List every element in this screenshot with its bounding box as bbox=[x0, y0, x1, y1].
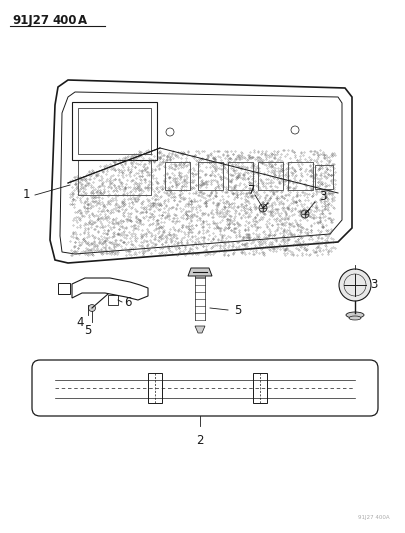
Bar bbox=[164, 162, 190, 190]
Text: A: A bbox=[78, 14, 87, 27]
Circle shape bbox=[338, 269, 370, 301]
Bar bbox=[148, 373, 162, 403]
Bar bbox=[228, 162, 252, 190]
Text: 3: 3 bbox=[318, 190, 326, 204]
Text: 6: 6 bbox=[124, 296, 132, 310]
Text: 91J27: 91J27 bbox=[12, 14, 49, 27]
Text: 91J27 400A: 91J27 400A bbox=[358, 515, 389, 520]
Ellipse shape bbox=[345, 312, 363, 318]
Text: 1: 1 bbox=[22, 189, 30, 201]
Circle shape bbox=[88, 304, 95, 311]
Bar bbox=[198, 162, 222, 190]
Bar bbox=[257, 162, 282, 190]
Polygon shape bbox=[188, 268, 211, 276]
Circle shape bbox=[300, 210, 308, 218]
Text: 4: 4 bbox=[76, 317, 83, 329]
Circle shape bbox=[258, 204, 266, 212]
Bar bbox=[72, 102, 157, 160]
Bar bbox=[314, 165, 332, 189]
Bar bbox=[108, 295, 118, 305]
Text: 3: 3 bbox=[369, 279, 376, 292]
Bar bbox=[58, 283, 70, 294]
Text: 7: 7 bbox=[247, 183, 255, 197]
Text: 2: 2 bbox=[196, 434, 203, 447]
Bar bbox=[287, 162, 312, 190]
Text: 400: 400 bbox=[52, 14, 76, 27]
Ellipse shape bbox=[348, 316, 360, 320]
Polygon shape bbox=[194, 326, 205, 333]
Bar bbox=[78, 108, 151, 154]
Text: 5: 5 bbox=[84, 324, 92, 336]
Text: 5: 5 bbox=[234, 303, 241, 317]
Bar bbox=[78, 160, 151, 195]
Bar bbox=[252, 373, 266, 403]
